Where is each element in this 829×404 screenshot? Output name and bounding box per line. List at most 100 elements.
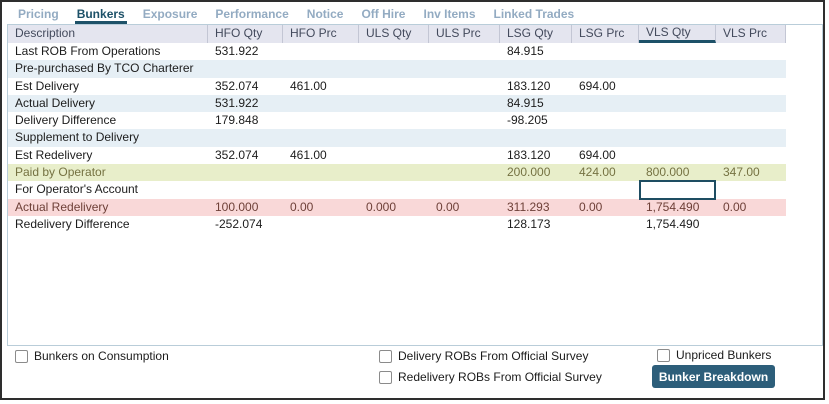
bunkers-on-consumption-checkbox[interactable]: Bunkers on Consumption bbox=[15, 349, 169, 363]
cell-last-rob-from-operations-hfo-qty[interactable]: 531.922 bbox=[215, 44, 259, 58]
cell-paid-by-operator-hfo-prc[interactable] bbox=[283, 164, 359, 182]
cell-est-delivery-hfo-prc[interactable]: 461.00 bbox=[290, 78, 327, 93]
cell-supplement-to-delivery-lsg-prc[interactable] bbox=[572, 129, 639, 147]
cell-paid-by-operator-uls-qty[interactable] bbox=[359, 164, 429, 182]
cell-pre-purchased-by-tco-charterer-vls-qty[interactable] bbox=[639, 60, 716, 78]
cell-supplement-to-delivery-vls-qty[interactable] bbox=[639, 129, 716, 147]
cell-actual-redelivery-uls-prc[interactable]: 0.00 bbox=[429, 198, 500, 216]
cell-delivery-difference-vls-prc[interactable] bbox=[716, 112, 786, 129]
cell-last-rob-from-operations-vls-qty[interactable] bbox=[639, 43, 716, 60]
cell-delivery-difference-uls-prc[interactable] bbox=[429, 112, 500, 129]
cell-actual-redelivery-hfo-prc[interactable]: 0.00 bbox=[283, 198, 359, 216]
cell-delivery-difference-hfo-qty[interactable]: 179.848 bbox=[215, 113, 259, 128]
cell-est-delivery-uls-qty[interactable] bbox=[359, 78, 429, 95]
column-header-vls-prc[interactable]: VLS Prc bbox=[716, 25, 786, 43]
tab-notice[interactable]: Notice bbox=[306, 7, 344, 21]
bunker-breakdown-button[interactable]: Bunker Breakdown bbox=[652, 365, 775, 388]
cell-delivery-difference-vls-qty[interactable] bbox=[639, 112, 716, 129]
cell-redelivery-difference-uls-qty[interactable] bbox=[359, 216, 429, 233]
cell-est-delivery-hfo-qty[interactable]: 352.074 bbox=[215, 78, 259, 93]
cell-est-redelivery-uls-qty[interactable] bbox=[359, 147, 429, 164]
cell-for-operator-s-account-lsg-qty[interactable] bbox=[500, 181, 572, 198]
delivery-robs-official-survey-checkbox[interactable]: Delivery ROBs From Official Survey bbox=[379, 349, 588, 363]
cell-redelivery-difference-vls-prc[interactable] bbox=[716, 216, 786, 233]
cell-delivery-difference-uls-qty[interactable] bbox=[359, 112, 429, 129]
cell-redelivery-difference-lsg-prc[interactable] bbox=[572, 216, 639, 233]
cell-est-delivery-lsg-qty[interactable]: 183.120 bbox=[507, 78, 551, 93]
checkbox-icon[interactable] bbox=[15, 349, 28, 363]
cell-est-redelivery-vls-qty[interactable] bbox=[639, 147, 716, 164]
cell-paid-by-operator-uls-prc[interactable] bbox=[429, 164, 500, 182]
cell-actual-delivery-lsg-prc[interactable] bbox=[572, 94, 639, 113]
column-header-lsg-qty[interactable]: LSG Qty bbox=[500, 25, 572, 43]
tab-inv-items[interactable]: Inv Items bbox=[423, 7, 476, 21]
cell-actual-redelivery-lsg-prc[interactable]: 0.00 bbox=[572, 198, 639, 216]
cell-pre-purchased-by-tco-charterer-lsg-prc[interactable] bbox=[572, 60, 639, 78]
column-header-hfo-prc[interactable]: HFO Prc bbox=[283, 25, 359, 43]
tab-pricing[interactable]: Pricing bbox=[18, 7, 59, 21]
cell-redelivery-difference-vls-qty[interactable]: 1,754.490 bbox=[646, 216, 700, 231]
cell-actual-redelivery-hfo-qty[interactable]: 100.000 bbox=[208, 198, 283, 216]
checkbox-icon[interactable] bbox=[379, 370, 392, 384]
cell-supplement-to-delivery-uls-qty[interactable] bbox=[359, 129, 429, 147]
cell-actual-delivery-hfo-qty[interactable]: 531.922 bbox=[208, 94, 283, 113]
cell-last-rob-from-operations-uls-qty[interactable] bbox=[359, 43, 429, 60]
cell-est-delivery-lsg-prc[interactable]: 694.00 bbox=[579, 78, 616, 93]
cell-actual-redelivery-lsg-qty[interactable]: 311.293 bbox=[500, 198, 572, 216]
checkbox-icon[interactable] bbox=[657, 348, 670, 362]
cell-paid-by-operator-vls-qty[interactable]: 800.000 bbox=[639, 164, 716, 182]
cell-paid-by-operator-lsg-prc[interactable]: 424.00 bbox=[572, 164, 639, 182]
cell-last-rob-from-operations-hfo-prc[interactable] bbox=[283, 43, 359, 60]
cell-supplement-to-delivery-lsg-qty[interactable] bbox=[500, 129, 572, 147]
cell-delivery-difference-lsg-qty[interactable]: -98.205 bbox=[507, 113, 548, 128]
redelivery-robs-official-survey-checkbox[interactable]: Redelivery ROBs From Official Survey bbox=[379, 370, 602, 384]
unpriced-bunkers-checkbox[interactable]: Unpriced Bunkers bbox=[657, 348, 771, 362]
cell-supplement-to-delivery-hfo-prc[interactable] bbox=[283, 129, 359, 147]
cell-actual-redelivery-vls-prc[interactable]: 0.00 bbox=[716, 198, 786, 216]
cell-paid-by-operator-lsg-qty[interactable]: 200.000 bbox=[500, 164, 572, 182]
column-header-uls-qty[interactable]: ULS Qty bbox=[359, 25, 429, 43]
cell-for-operator-s-account-vls-prc[interactable] bbox=[716, 181, 786, 198]
cell-est-redelivery-uls-prc[interactable] bbox=[429, 147, 500, 164]
cell-est-redelivery-hfo-qty[interactable]: 352.074 bbox=[215, 147, 259, 162]
cell-pre-purchased-by-tco-charterer-vls-prc[interactable] bbox=[716, 60, 786, 78]
column-header-hfo-qty[interactable]: HFO Qty bbox=[208, 25, 283, 43]
checkbox-icon[interactable] bbox=[379, 349, 392, 363]
cell-actual-delivery-hfo-prc[interactable] bbox=[283, 94, 359, 113]
cell-est-redelivery-lsg-qty[interactable]: 183.120 bbox=[507, 147, 551, 162]
cell-for-operator-s-account-uls-prc[interactable] bbox=[429, 181, 500, 198]
tab-performance[interactable]: Performance bbox=[215, 7, 289, 21]
cell-actual-delivery-vls-qty[interactable] bbox=[639, 94, 716, 113]
cell-redelivery-difference-hfo-qty[interactable]: -252.074 bbox=[215, 216, 263, 231]
cell-actual-delivery-uls-qty[interactable] bbox=[359, 94, 429, 113]
tab-bunkers[interactable]: Bunkers bbox=[74, 2, 127, 24]
cell-last-rob-from-operations-uls-prc[interactable] bbox=[429, 43, 500, 60]
cell-pre-purchased-by-tco-charterer-uls-prc[interactable] bbox=[429, 60, 500, 78]
cell-redelivery-difference-hfo-prc[interactable] bbox=[283, 216, 359, 233]
cell-delivery-difference-lsg-prc[interactable] bbox=[572, 112, 639, 129]
column-header-lsg-prc[interactable]: LSG Prc bbox=[572, 25, 639, 43]
cell-supplement-to-delivery-vls-prc[interactable] bbox=[716, 129, 786, 147]
column-header-uls-prc[interactable]: ULS Prc bbox=[429, 25, 500, 43]
cell-for-operator-s-account-hfo-prc[interactable] bbox=[283, 181, 359, 198]
cell-actual-redelivery-uls-qty[interactable]: 0.000 bbox=[359, 198, 429, 216]
cell-redelivery-difference-uls-prc[interactable] bbox=[429, 216, 500, 233]
focused-cell-for-operator-s-account-vls-qty[interactable] bbox=[639, 180, 716, 201]
tab-exposure[interactable]: Exposure bbox=[142, 7, 198, 21]
cell-for-operator-s-account-hfo-qty[interactable] bbox=[208, 181, 283, 198]
cell-est-delivery-vls-prc[interactable] bbox=[716, 78, 786, 95]
cell-pre-purchased-by-tco-charterer-lsg-qty[interactable] bbox=[500, 60, 572, 78]
cell-pre-purchased-by-tco-charterer-uls-qty[interactable] bbox=[359, 60, 429, 78]
cell-last-rob-from-operations-lsg-qty[interactable]: 84.915 bbox=[507, 44, 544, 58]
cell-for-operator-s-account-lsg-prc[interactable] bbox=[572, 181, 639, 198]
tab-off-hire[interactable]: Off Hire bbox=[361, 7, 406, 21]
cell-actual-delivery-vls-prc[interactable] bbox=[716, 94, 786, 113]
cell-last-rob-from-operations-lsg-prc[interactable] bbox=[572, 43, 639, 60]
cell-last-rob-from-operations-vls-prc[interactable] bbox=[716, 43, 786, 60]
column-header-description[interactable]: Description bbox=[8, 25, 208, 43]
cell-actual-redelivery-vls-qty[interactable]: 1,754.490 bbox=[639, 198, 716, 216]
tab-linked-trades[interactable]: Linked Trades bbox=[493, 7, 575, 21]
cell-supplement-to-delivery-uls-prc[interactable] bbox=[429, 129, 500, 147]
cell-est-redelivery-vls-prc[interactable] bbox=[716, 147, 786, 164]
cell-paid-by-operator-vls-prc[interactable]: 347.00 bbox=[716, 164, 786, 182]
